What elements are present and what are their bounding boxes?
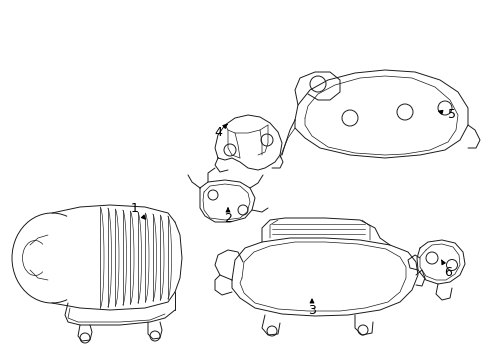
- Text: 5: 5: [439, 108, 456, 122]
- Text: 6: 6: [441, 260, 452, 279]
- Text: 2: 2: [224, 208, 232, 225]
- Text: 3: 3: [308, 299, 316, 316]
- Text: 1: 1: [131, 202, 146, 219]
- Text: 4: 4: [214, 124, 227, 139]
